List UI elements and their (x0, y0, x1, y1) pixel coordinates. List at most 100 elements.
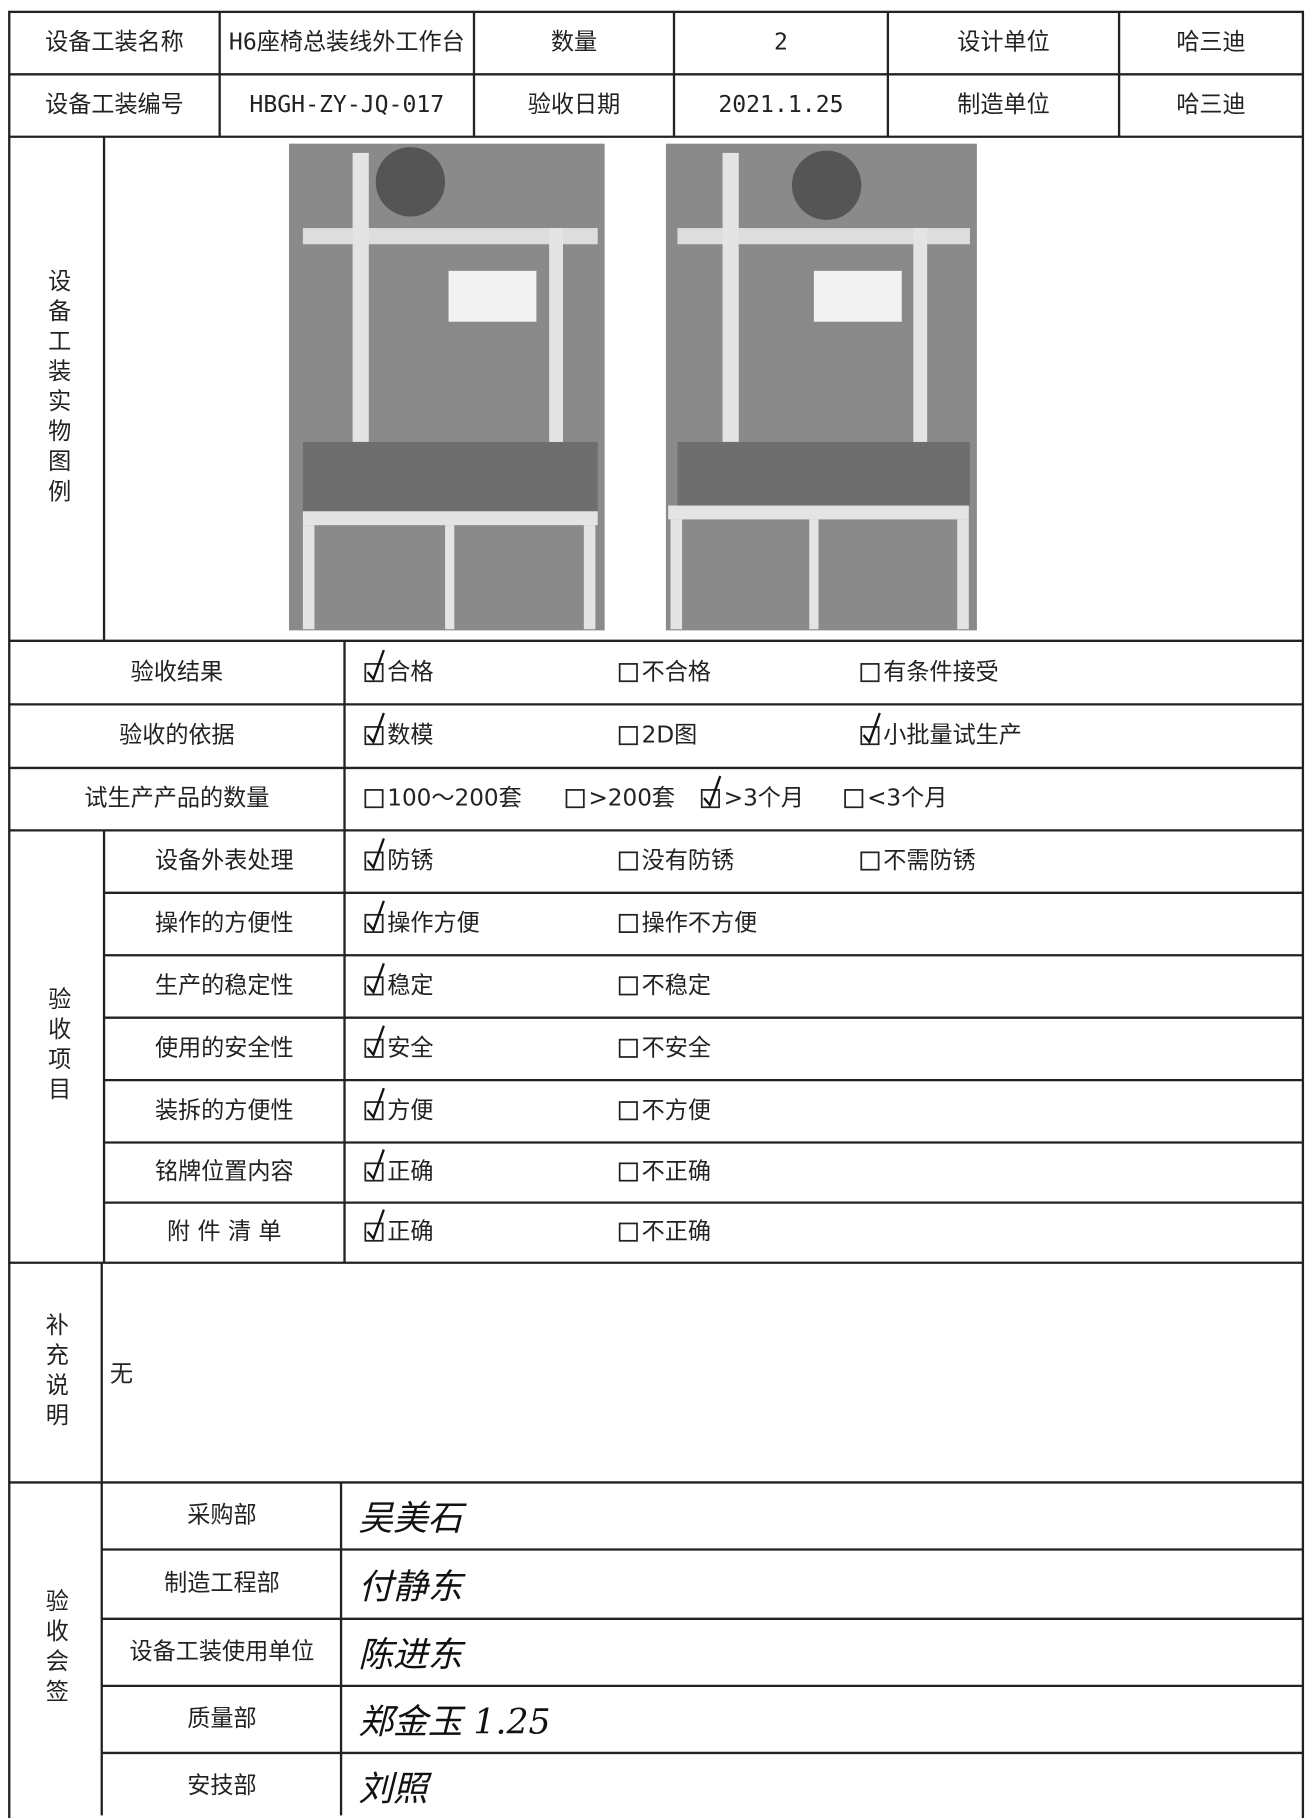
option-text: 不正确 (642, 1159, 711, 1185)
option-text: 数模 (387, 723, 433, 749)
option-text: 100～200套 (387, 786, 521, 812)
row-label: 验收的依据 (119, 723, 235, 749)
check-mark (366, 1025, 385, 1057)
checkbox (860, 663, 880, 683)
option-text: 小批量试生产 (883, 723, 1022, 749)
checkbox (618, 1038, 638, 1058)
signature: 付静东 (358, 1567, 465, 1607)
row-label: 铭牌位置内容 (155, 1159, 294, 1185)
checkbox (364, 1222, 384, 1242)
form-grid (8, 10, 1305, 1818)
signature: 吴美石 (358, 1499, 467, 1539)
option-text: >3个月 (724, 786, 804, 812)
supplement-text: 无 (110, 1361, 133, 1387)
option-text: 正确 (387, 1219, 433, 1245)
department: 质量部 (187, 1706, 256, 1732)
check-mark (366, 649, 385, 682)
checkbox (364, 913, 384, 933)
option-text: 没有防锈 (642, 848, 734, 874)
option-text: 稳定 (387, 973, 433, 999)
option-text: <3个月 (867, 786, 947, 812)
checkbox (364, 726, 384, 746)
signature: 郑金玉 1.25 (358, 1703, 550, 1743)
photo-left (289, 143, 605, 631)
check-mark (366, 900, 385, 933)
header-label: 数量 (551, 30, 597, 56)
row-label: 使用的安全性 (155, 1035, 294, 1061)
header-label: 设备工装编号 (45, 92, 184, 118)
check-mark (366, 962, 385, 995)
check-mark (862, 712, 881, 745)
checkbox (364, 1162, 384, 1182)
signoff-label: 验收会签 (41, 1589, 69, 1709)
option-text: 方便 (387, 1098, 433, 1124)
photos-label: 设备工装实物图例 (44, 269, 72, 509)
checkbox (618, 726, 638, 746)
row-label: 验收结果 (131, 660, 223, 686)
header-value: 哈三迪 (1176, 92, 1245, 118)
department: 采购部 (187, 1502, 256, 1528)
check-mark (366, 1087, 385, 1120)
supplement-label: 补充说明 (41, 1312, 69, 1432)
checkbox (618, 976, 638, 996)
option-text: 不稳定 (642, 973, 711, 999)
checkbox (364, 851, 384, 871)
checkbox (618, 1222, 638, 1242)
option-text: 操作不方便 (642, 911, 758, 937)
checkbox (618, 1101, 638, 1121)
row-label: 操作的方便性 (155, 911, 294, 937)
option-text: 2D图 (642, 723, 698, 749)
department: 制造工程部 (164, 1571, 280, 1597)
header-value: 2021.1.25 (718, 92, 843, 118)
checkbox (618, 913, 638, 933)
header-label: 制造单位 (957, 92, 1049, 118)
checkbox (618, 1162, 638, 1182)
inspection-label: 验收项目 (44, 986, 72, 1106)
header-label: 设计单位 (957, 30, 1049, 56)
option-text: 操作方便 (387, 911, 479, 937)
header-value: H6座椅总装线外工作台 (229, 30, 465, 56)
option-text: 不正确 (642, 1219, 711, 1245)
header-value: 哈三迪 (1176, 30, 1245, 56)
option-text: 不方便 (642, 1098, 711, 1124)
checkbox (565, 789, 585, 809)
row-label: 试生产产品的数量 (84, 786, 269, 812)
check-mark (703, 775, 722, 808)
checkbox (844, 789, 864, 809)
checkbox (364, 789, 384, 809)
option-text: 防锈 (387, 848, 433, 874)
option-text: 合格 (387, 660, 433, 686)
signature: 陈进东 (358, 1635, 465, 1675)
row-label: 设备外表处理 (155, 848, 294, 874)
photo-right (665, 143, 977, 631)
check-mark (366, 838, 385, 870)
checkbox (618, 851, 638, 871)
option-text: 不安全 (642, 1035, 711, 1061)
signature: 刘照 (358, 1770, 432, 1810)
option-text: 有条件接受 (883, 660, 999, 686)
check-mark (366, 1149, 385, 1181)
checkbox (364, 976, 384, 996)
checkbox (364, 1101, 384, 1121)
row-label: 装拆的方便性 (155, 1098, 294, 1124)
row-label: 生产的稳定性 (155, 973, 294, 999)
header-value: 2 (774, 30, 788, 56)
option-text: 不合格 (642, 660, 711, 686)
option-text: 安全 (387, 1035, 433, 1061)
row-label: 附 件 清 单 (167, 1219, 281, 1245)
option-text: >200套 (588, 786, 675, 812)
header-value: HBGH-ZY-JQ-017 (249, 92, 444, 118)
check-mark (366, 1209, 385, 1241)
option-text: 不需防锈 (883, 848, 975, 874)
checkbox (618, 663, 638, 683)
department: 安技部 (187, 1773, 256, 1799)
option-text: 正确 (387, 1159, 433, 1185)
checkbox (860, 726, 880, 746)
check-mark (366, 712, 385, 745)
department: 设备工装使用单位 (130, 1639, 315, 1665)
header-label: 验收日期 (528, 92, 620, 118)
checkbox (700, 789, 720, 809)
checkbox (860, 851, 880, 871)
checkbox (364, 663, 384, 683)
